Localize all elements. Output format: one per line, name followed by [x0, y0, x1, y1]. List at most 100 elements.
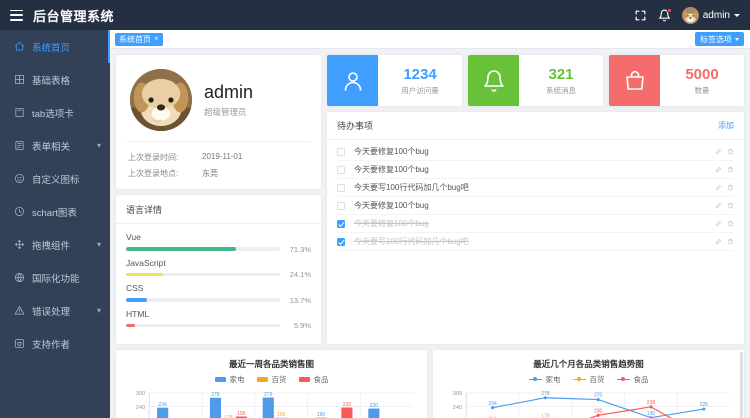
todo-item[interactable]: 今天要修复100个bug	[337, 143, 734, 161]
language-list: Vue 71.3% JavaScript 24.1% CSS 13.7% HTML 5.9%	[126, 232, 311, 330]
fullscreen-icon[interactable]	[634, 9, 647, 22]
svg-text:279: 279	[264, 392, 273, 398]
trash-icon[interactable]	[727, 166, 734, 173]
stat-card-1[interactable]: 1234 用户访问量	[327, 55, 462, 106]
todo-checkbox[interactable]	[337, 219, 345, 228]
legend-item[interactable]: 食品	[616, 374, 649, 385]
progress-percent: 13.7%	[289, 295, 311, 305]
sidebar-item-4[interactable]: 表单相关 ▾	[0, 129, 110, 162]
profile-info-label: 上次登录地点:	[128, 168, 179, 178]
stat-number: 5000	[685, 65, 719, 83]
svg-text:300: 300	[136, 391, 146, 397]
tag-select-button[interactable]: 标签选项	[695, 32, 744, 46]
edit-icon[interactable]	[715, 202, 722, 209]
edit-icon[interactable]	[715, 220, 722, 227]
chevron-down-icon: ▾	[96, 141, 101, 150]
page-title: 后台管理系统	[33, 8, 115, 24]
trash-icon[interactable]	[727, 202, 734, 209]
top-header: 后台管理系统	[0, 0, 750, 30]
todo-checkbox[interactable]	[337, 165, 345, 174]
tab-system-home[interactable]: 系统首页 ×	[115, 32, 163, 46]
sidebar-item-label: 支持作者	[32, 339, 71, 351]
sidebar-item-8[interactable]: 国际化功能	[0, 261, 110, 294]
language-name: Vue	[126, 232, 141, 242]
todo-text: 今天要修复100个bug	[354, 147, 429, 156]
svg-text:278: 278	[211, 392, 220, 398]
legend-item[interactable]: 家电	[214, 374, 245, 385]
todo-header: 待办事项 添加	[327, 112, 744, 140]
todo-item[interactable]: 今天要修复100个bug	[337, 215, 734, 233]
bell-icon[interactable]	[658, 7, 672, 22]
stat-number: 321	[548, 65, 574, 83]
profile-header: admin 超级管理员	[126, 65, 311, 141]
sidebar-item-5[interactable]: 自定义图标	[0, 162, 110, 195]
edit-icon[interactable]	[715, 148, 722, 155]
sidebar-item-2[interactable]: 基础表格	[0, 63, 110, 96]
edit-icon[interactable]	[715, 238, 722, 245]
legend-item[interactable]: 家电	[528, 374, 561, 385]
progress-track	[126, 272, 280, 277]
trash-icon[interactable]	[727, 184, 734, 191]
legend-item[interactable]: 食品	[298, 374, 329, 385]
hamburger-icon[interactable]	[10, 9, 23, 21]
language-card-title: 语言详情	[126, 205, 163, 215]
todo-checkbox[interactable]	[337, 183, 345, 192]
todo-checkbox[interactable]	[337, 201, 345, 210]
stat-card-2[interactable]: 321 系统消息	[468, 55, 603, 106]
svg-text:240: 240	[136, 405, 146, 411]
close-icon[interactable]: ×	[154, 34, 159, 43]
legend-item[interactable]: 百货	[572, 374, 605, 385]
warning-icon	[14, 305, 25, 316]
drag-icon	[14, 239, 25, 250]
todo-item[interactable]: 今天要修复100个bug	[337, 161, 734, 179]
stat-label: 用户访问量	[401, 85, 439, 95]
progress-percent: 24.1%	[289, 270, 311, 279]
progress-track	[126, 323, 280, 328]
todo-checkbox[interactable]	[337, 147, 345, 156]
trash-icon[interactable]	[727, 238, 734, 245]
language-name: HTML	[126, 308, 150, 319]
legend-item[interactable]: 百货	[256, 374, 287, 385]
notification-badge	[666, 7, 672, 13]
todo-item[interactable]: 今天要写100行代码加几个bug吧	[337, 179, 734, 197]
svg-text:190: 190	[647, 411, 656, 417]
todo-item[interactable]: 今天要修复100个bug	[337, 197, 734, 215]
stat-label: 数量	[694, 85, 710, 95]
sidebar-item-3[interactable]: tab选项卡	[0, 96, 110, 129]
user-name-label: admin	[702, 9, 730, 21]
svg-text:200: 200	[594, 408, 603, 414]
sidebar-item-7[interactable]: 拖拽组件 ▾	[0, 228, 110, 261]
trash-icon[interactable]	[727, 220, 734, 227]
add-todo-link[interactable]: 添加	[718, 121, 734, 130]
svg-text:235: 235	[343, 402, 352, 408]
right-column: 1234 用户访问量 321 系统消息 5000 数量 待办事项 添加 今天要修复100个…	[327, 55, 744, 344]
progress-percent: 5.9%	[293, 321, 311, 330]
profile-info-value: 东莞	[202, 168, 218, 178]
chevron-down-icon: ▾	[96, 306, 101, 315]
sidebar-item-6[interactable]: schart图表	[0, 195, 110, 228]
svg-text:230: 230	[370, 403, 379, 409]
stat-card-3[interactable]: 5000 数量	[609, 55, 744, 106]
user-menu[interactable]: admin	[681, 6, 740, 24]
svg-text:190: 190	[317, 412, 326, 418]
scrollbar[interactable]	[740, 352, 743, 418]
progress-fill	[126, 323, 136, 328]
stat-label: 系统消息	[546, 85, 576, 95]
sidebar-item-9[interactable]: 错误处理 ▾	[0, 294, 110, 327]
sidebar-item-label: 基础表格	[32, 75, 71, 87]
todo-checkbox[interactable]	[337, 237, 345, 246]
clock-icon	[14, 206, 25, 217]
todo-text: 今天要修复100个bug	[354, 165, 429, 174]
edit-icon[interactable]	[715, 166, 722, 173]
sidebar-item-1[interactable]: 系统首页	[0, 30, 110, 63]
trash-icon[interactable]	[727, 148, 734, 155]
left-column: admin 超级管理员 上次登录时间: 2019-11-01 上次登录地点: 东莞 语…	[116, 55, 321, 344]
profile-info-value: 2019-11-01	[202, 151, 243, 161]
form-icon	[14, 140, 25, 151]
sidebar-item-10[interactable]: 支持作者	[0, 327, 110, 360]
edit-icon[interactable]	[715, 184, 722, 191]
todo-item[interactable]: 今天要写100行代码加几个bug吧	[337, 233, 734, 251]
chart-title: 最近一周各品类销售图	[228, 359, 314, 369]
